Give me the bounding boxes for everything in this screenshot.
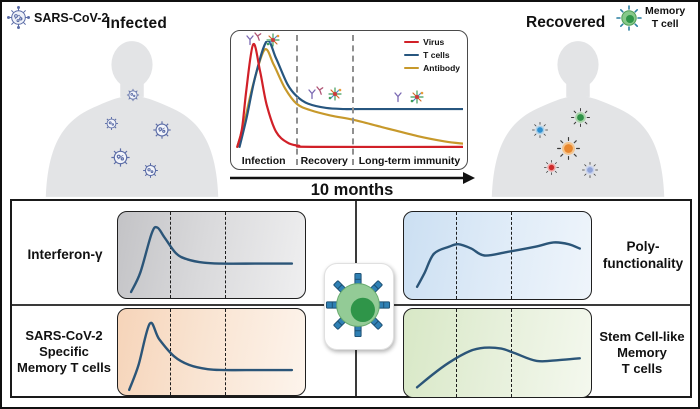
stem-cell-like-memory-label: Stem Cell-like Memory T cells [599,328,685,377]
memory-cell-blue [532,122,548,138]
antibody-line-swatch [404,66,420,70]
stem-cell-like-memory-curve [417,348,580,388]
antibody-cytokine-cluster-icon [394,90,424,104]
infected-label: Infected [106,15,168,32]
memory-cell-lavender [582,162,598,178]
interferon-curve [131,227,292,292]
poly-functionality-chart [403,211,592,300]
virus-particle [153,121,171,139]
mini-dash [456,309,458,397]
virus-icon [7,6,30,29]
legend-item-antibody: Antibody [404,63,460,73]
memory-cell-red [544,160,559,175]
phase-infection: Infection [241,155,286,167]
sars-specific-memory-label: SARS-CoV-2 Specific Memory T cells [17,327,111,376]
t-cell-receptor-icon [325,272,391,338]
memory-cell-green [571,108,590,127]
mini-dash [510,212,512,299]
memory-t-cell-tag: Memory T cell [616,5,685,31]
legend-item-tcells: T cells [404,50,460,60]
virus-particle [143,163,158,178]
phase-longterm: Long-term immunity [358,155,461,167]
memory-t-cell-label: Memory T cell [645,5,686,30]
mini-dash [170,212,172,298]
virus-line-swatch [404,40,420,44]
stem-cell-like-memory-chart [403,308,592,398]
mini-dash [456,212,458,299]
memory-cell-orange [557,137,580,160]
phase-labels: Infection Recovery Long-term immunity [231,155,467,167]
mini-dash [224,212,226,298]
virus-particle [126,88,140,102]
virus-particle [104,116,119,131]
tcells-curve [240,41,463,147]
timeline-legend: Virus T cells Antibody [404,37,460,76]
sars-specific-memory-chart [117,308,306,396]
phase-divider-dashed [296,35,299,165]
infected-body-silhouette [34,38,230,199]
sars-specific-memory-curve [129,323,292,390]
mini-dash [224,309,226,395]
timeline-chart: Virus T cells Antibody [230,30,468,170]
memory-t-cell-icon [616,5,642,31]
t-cell-card [324,263,394,350]
time-axis-label: 10 months [310,181,394,199]
virus-particle [111,148,130,167]
recovered-label: Recovered [526,14,606,31]
time-axis-arrow [230,172,475,184]
tcells-line-swatch [404,53,420,57]
sars-cov-2-label: SARS-CoV-2 [34,10,109,25]
poly-functionality-label: Poly- functionality [602,238,684,271]
sars-cov-2-tag: SARS-CoV-2 [7,6,108,29]
recovered-body-silhouette [480,38,676,199]
antibody-cytokine-cluster-icon [246,32,280,47]
antibody-cytokine-cluster-icon [308,86,342,101]
phase-divider-dashed [352,35,355,165]
interferon-gamma-chart [117,211,306,299]
poly-functionality-curve [417,242,580,286]
legend-item-virus: Virus [404,37,460,47]
phase-recovery: Recovery [300,155,348,167]
interferon-gamma-label: Interferon-γ [27,246,103,262]
t-cell-characteristics-grid: Interferon-γ Poly- functionality SARS-Co… [10,199,692,398]
